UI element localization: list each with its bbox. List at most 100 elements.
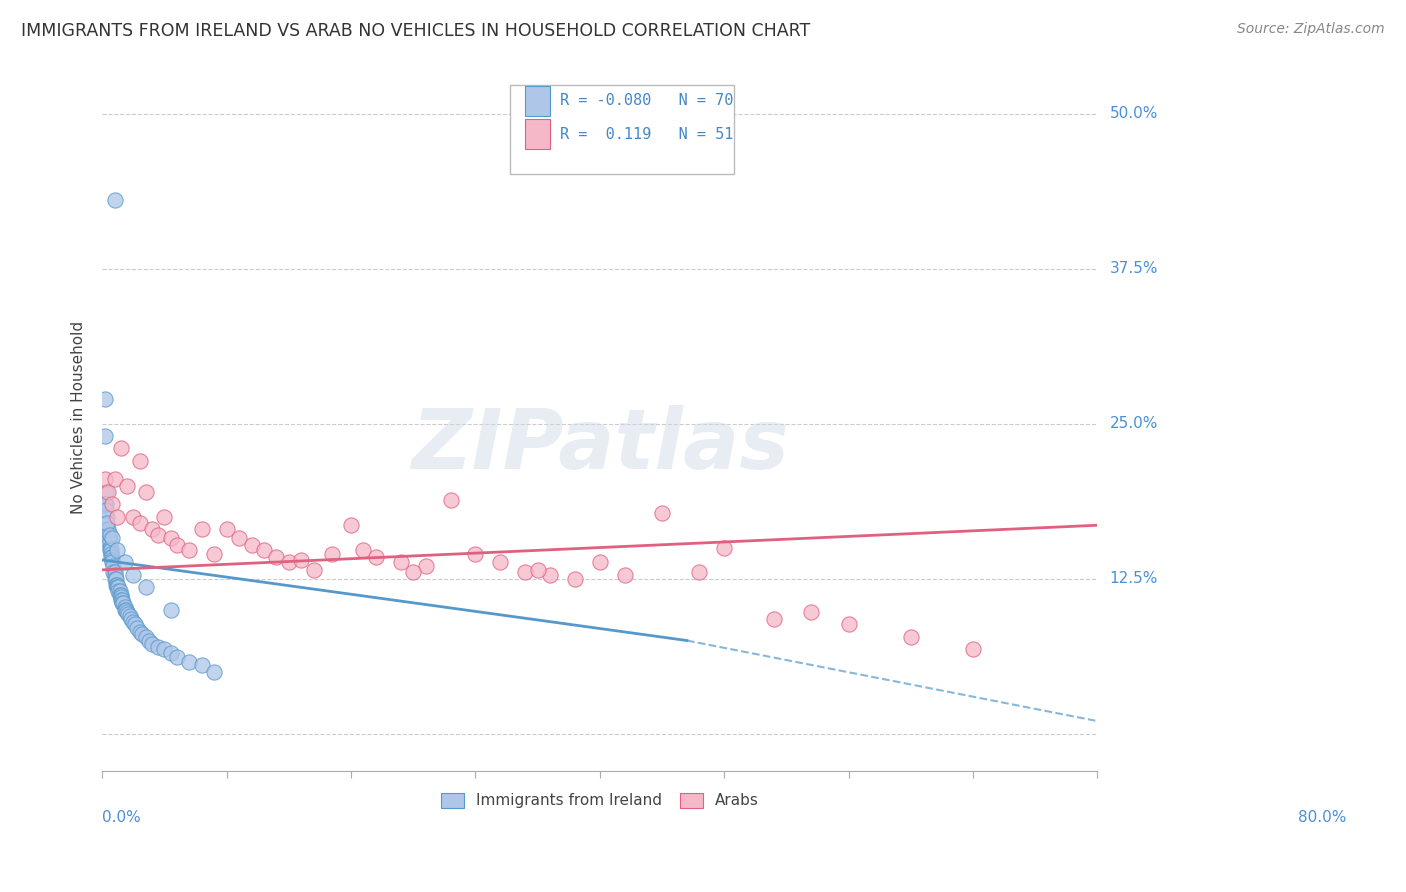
Point xyxy=(202,665,225,679)
Point xyxy=(800,605,823,619)
Point xyxy=(166,649,188,664)
Point xyxy=(253,543,276,558)
Point xyxy=(124,617,146,632)
Text: 0.0%: 0.0% xyxy=(103,810,141,824)
Point xyxy=(526,563,548,577)
Point xyxy=(111,592,134,607)
Point xyxy=(148,640,170,654)
Point xyxy=(179,655,201,669)
Point xyxy=(688,566,710,580)
Text: 25.0%: 25.0% xyxy=(1109,416,1157,431)
Point xyxy=(110,442,132,456)
Point xyxy=(613,567,636,582)
Point xyxy=(128,624,150,639)
Point xyxy=(166,538,188,552)
Text: R =  0.119   N = 51: R = 0.119 N = 51 xyxy=(560,127,734,142)
Point xyxy=(93,429,115,443)
Point xyxy=(93,392,115,406)
Point xyxy=(117,607,139,622)
Point xyxy=(135,580,157,594)
Point xyxy=(104,578,127,592)
Point xyxy=(93,472,115,486)
Point xyxy=(538,567,561,582)
Legend: Immigrants from Ireland, Arabs: Immigrants from Ireland, Arabs xyxy=(433,785,766,816)
Text: 12.5%: 12.5% xyxy=(1109,571,1157,586)
Point xyxy=(122,509,145,524)
Point xyxy=(105,509,128,524)
Point xyxy=(110,590,132,604)
Y-axis label: No Vehicles in Household: No Vehicles in Household xyxy=(72,321,86,514)
Point xyxy=(98,541,121,555)
Text: ZIPatlas: ZIPatlas xyxy=(411,405,789,486)
Point xyxy=(115,478,138,492)
FancyBboxPatch shape xyxy=(526,120,550,149)
FancyBboxPatch shape xyxy=(526,86,550,116)
Point xyxy=(105,580,128,594)
Point xyxy=(101,531,124,545)
Point xyxy=(439,493,461,508)
Point xyxy=(135,484,157,499)
Point xyxy=(159,602,181,616)
Point xyxy=(153,642,176,657)
Text: R = -0.080   N = 70: R = -0.080 N = 70 xyxy=(560,94,734,108)
Point xyxy=(190,522,212,536)
Point xyxy=(112,596,135,610)
Point xyxy=(364,550,387,565)
Text: 50.0%: 50.0% xyxy=(1109,106,1157,121)
Point xyxy=(141,522,163,536)
Point xyxy=(228,531,250,545)
Point xyxy=(100,550,122,565)
Point xyxy=(97,534,120,549)
Point xyxy=(104,572,127,586)
Point xyxy=(148,528,170,542)
Point xyxy=(111,596,134,610)
Point xyxy=(240,538,263,552)
Text: Source: ZipAtlas.com: Source: ZipAtlas.com xyxy=(1237,22,1385,37)
Point xyxy=(290,553,312,567)
FancyBboxPatch shape xyxy=(510,86,734,174)
Point xyxy=(115,605,138,619)
Point xyxy=(353,543,375,558)
Point xyxy=(125,621,148,635)
Point xyxy=(96,522,118,536)
Point xyxy=(153,509,176,524)
Point xyxy=(159,531,181,545)
Point xyxy=(589,556,612,570)
Point xyxy=(98,534,121,549)
Point xyxy=(190,658,212,673)
Point xyxy=(202,547,225,561)
Point xyxy=(104,566,127,580)
Text: IMMIGRANTS FROM IRELAND VS ARAB NO VEHICLES IN HOUSEHOLD CORRELATION CHART: IMMIGRANTS FROM IRELAND VS ARAB NO VEHIC… xyxy=(21,22,810,40)
Point xyxy=(114,556,136,570)
Point xyxy=(97,484,120,499)
Point xyxy=(101,550,124,565)
Point xyxy=(115,602,138,616)
Point xyxy=(103,566,125,580)
Point xyxy=(103,559,125,574)
Point xyxy=(101,556,124,570)
Point xyxy=(138,633,160,648)
Point xyxy=(402,566,425,580)
Point xyxy=(128,516,150,530)
Point xyxy=(415,559,437,574)
Point xyxy=(107,583,129,598)
Point xyxy=(108,588,131,602)
Point xyxy=(122,615,145,629)
Point xyxy=(118,608,141,623)
Point xyxy=(93,497,115,511)
Point xyxy=(489,556,512,570)
Point xyxy=(131,627,153,641)
Point xyxy=(98,528,121,542)
Point xyxy=(159,646,181,660)
Point xyxy=(114,600,136,615)
Point xyxy=(100,543,122,558)
Point xyxy=(114,602,136,616)
Point xyxy=(120,612,142,626)
Point xyxy=(900,630,922,644)
Point xyxy=(215,522,238,536)
Point xyxy=(515,566,537,580)
Point xyxy=(122,567,145,582)
Point xyxy=(141,637,163,651)
Point xyxy=(110,592,132,607)
Point xyxy=(128,454,150,468)
